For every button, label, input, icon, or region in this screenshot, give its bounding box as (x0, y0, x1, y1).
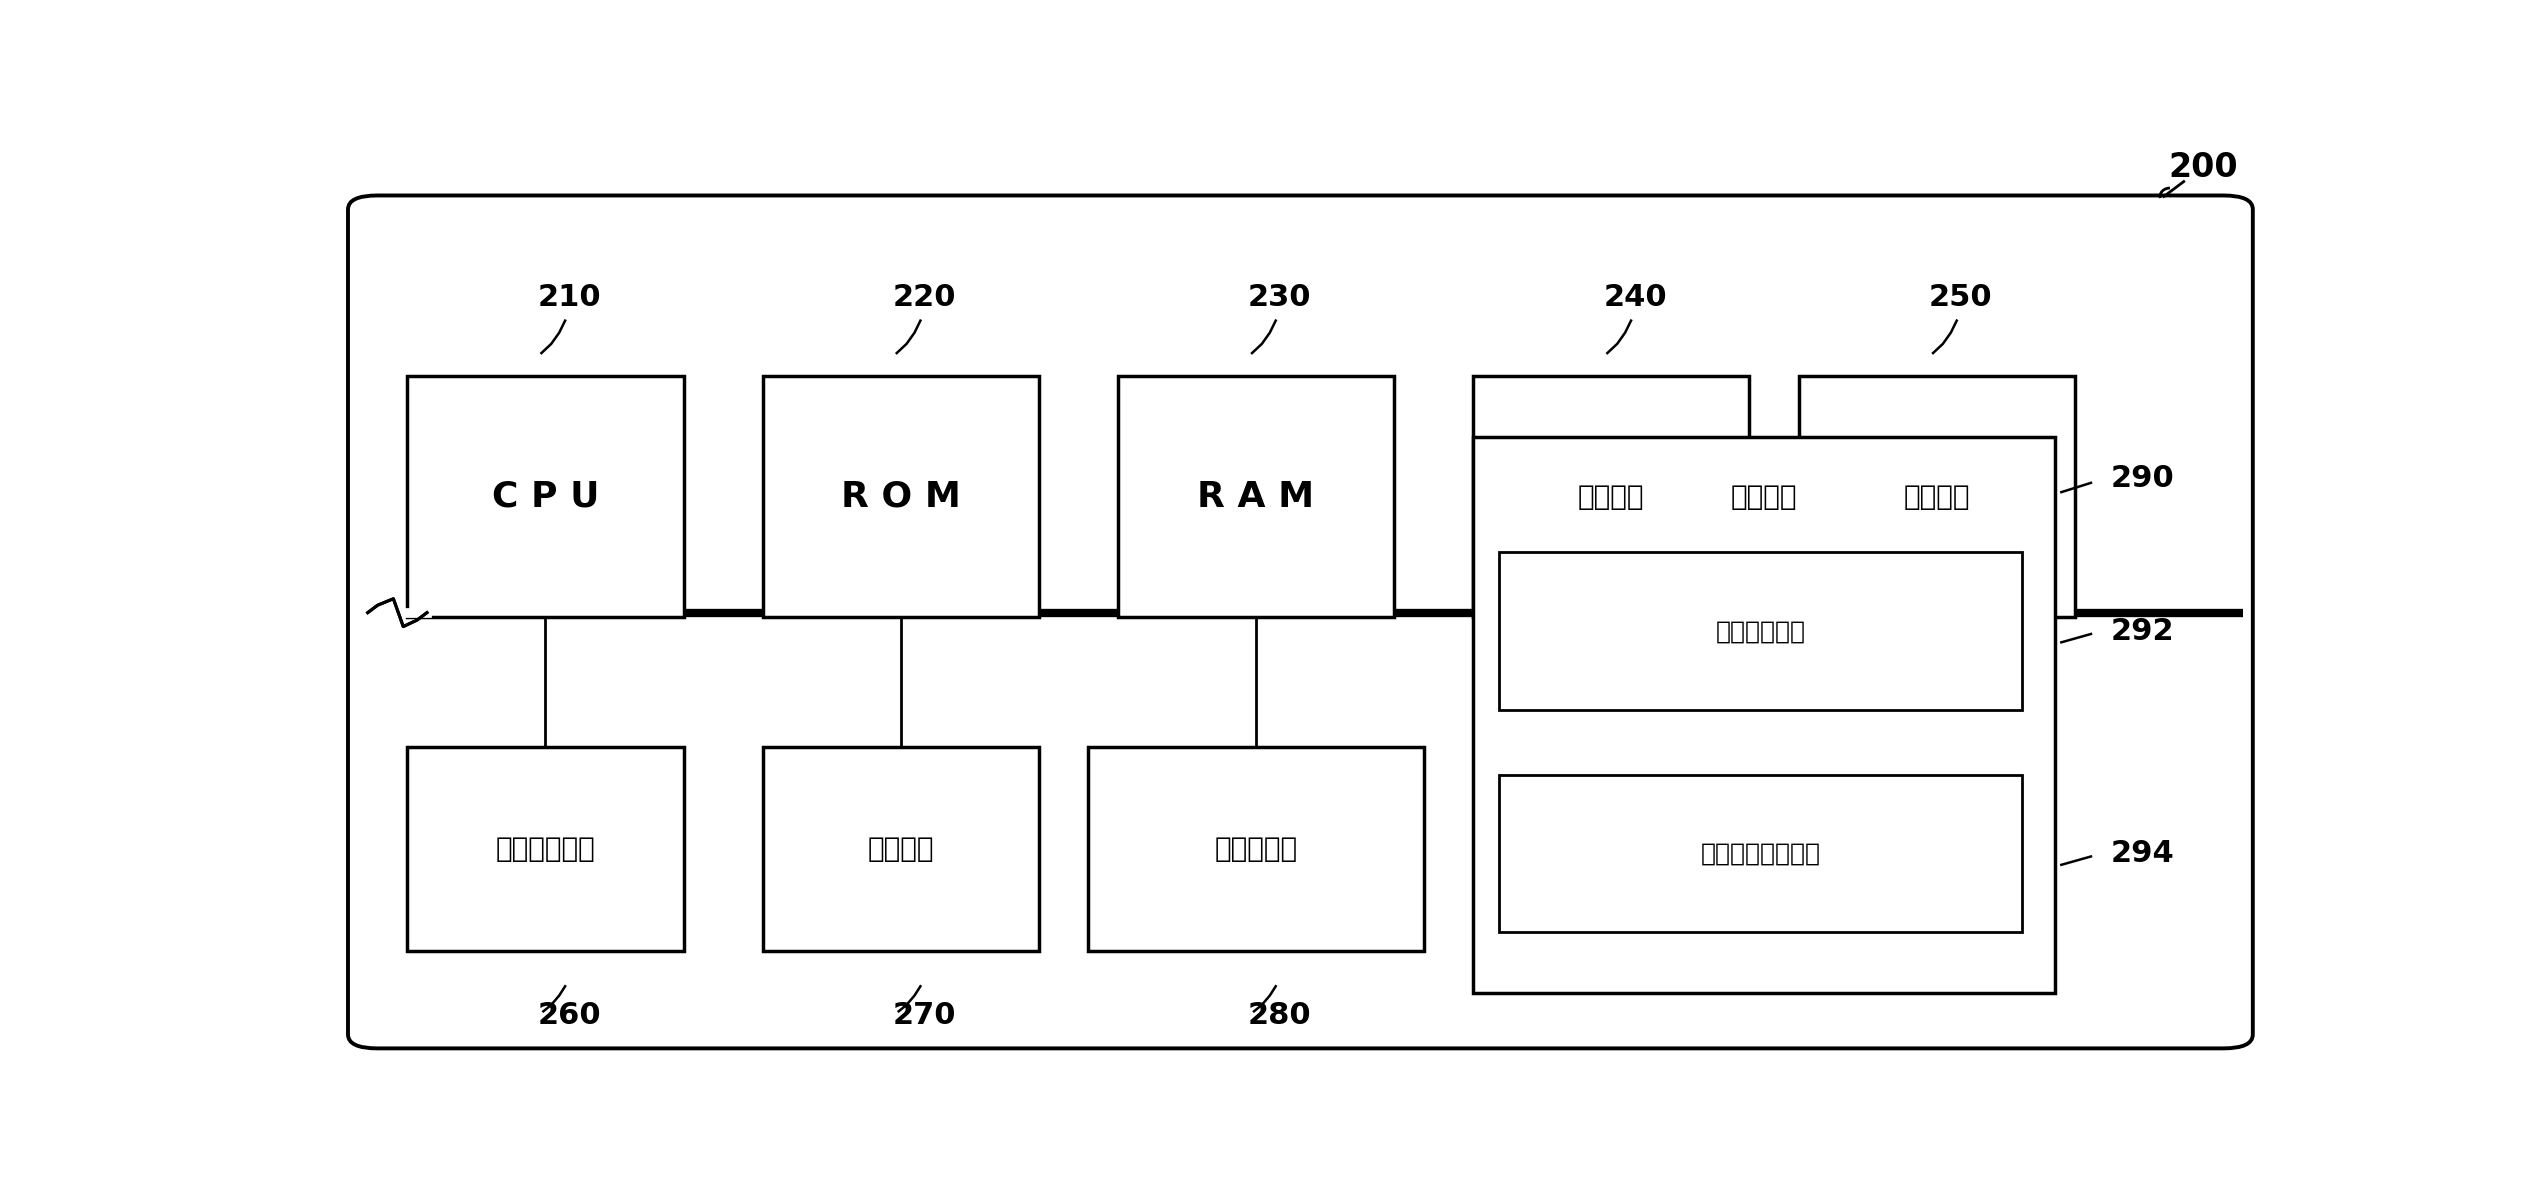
FancyBboxPatch shape (408, 746, 683, 951)
Text: 晶片处理履历信息: 晶片处理履历信息 (1701, 842, 1821, 866)
FancyBboxPatch shape (349, 195, 2254, 1049)
Text: 250: 250 (1928, 283, 1992, 312)
Text: R O M: R O M (841, 479, 960, 514)
Text: 280: 280 (1248, 1002, 1312, 1031)
FancyBboxPatch shape (762, 746, 1039, 951)
FancyBboxPatch shape (1498, 775, 2022, 932)
FancyBboxPatch shape (1498, 553, 2022, 710)
Text: 200: 200 (2167, 152, 2239, 184)
Text: 270: 270 (891, 1002, 955, 1031)
FancyBboxPatch shape (1088, 746, 1424, 951)
Text: 晶片收容信息: 晶片收容信息 (1714, 619, 1806, 643)
FancyBboxPatch shape (1798, 376, 2076, 618)
Text: 240: 240 (1602, 283, 1666, 312)
Text: 计时装置: 计时装置 (1579, 483, 1645, 510)
Text: C P U: C P U (492, 479, 599, 514)
FancyBboxPatch shape (762, 376, 1039, 618)
FancyBboxPatch shape (1472, 376, 1750, 618)
Text: 存储装置: 存储装置 (1732, 483, 1798, 510)
Text: 220: 220 (891, 283, 955, 312)
Text: 210: 210 (537, 283, 601, 312)
Text: 260: 260 (537, 1002, 601, 1031)
Text: 各种控制器: 各种控制器 (1215, 836, 1296, 863)
Text: 294: 294 (2111, 839, 2175, 868)
Text: 通报装置: 通报装置 (869, 836, 935, 863)
FancyBboxPatch shape (1472, 437, 2055, 993)
Text: 290: 290 (2111, 464, 2175, 492)
FancyBboxPatch shape (1118, 376, 1393, 618)
FancyBboxPatch shape (408, 376, 683, 618)
Text: R A M: R A M (1197, 479, 1314, 514)
Text: 显示装置: 显示装置 (1903, 483, 1971, 510)
Text: 230: 230 (1248, 283, 1312, 312)
Text: 输入输出装置: 输入输出装置 (497, 836, 596, 863)
Text: 292: 292 (2111, 616, 2175, 645)
